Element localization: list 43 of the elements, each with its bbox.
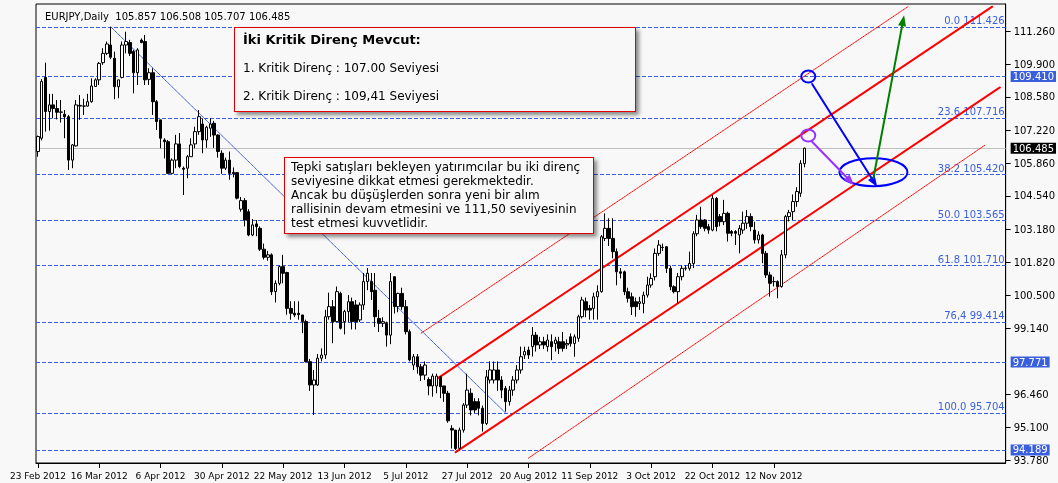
x-tick-label: 16 Mar 2012	[70, 470, 128, 481]
ref-line-label: 50.0 103.565	[937, 208, 1005, 220]
ref-line-label: 23.6 107.716	[937, 106, 1005, 118]
x-tick-label: 6 Apr 2012	[135, 470, 186, 481]
y-tick-label: 99.140	[1013, 322, 1049, 334]
y-tick-label: 93.780	[1013, 454, 1049, 466]
x-tick-label: 23 Feb 2012	[9, 470, 66, 481]
ref-line-label: 109.410	[1012, 70, 1055, 82]
text-box: İki Kritik Direnç Mevcut: 1. Kritik Direnç : 107.00 Seviyesi 2. Kritik Direnç : 109,41 Seviyesi	[234, 27, 636, 112]
x-tick-label: 12 Nov 2012	[744, 470, 803, 481]
ref-line-label: 97.771	[1012, 356, 1048, 368]
y-tick-label: 101.820	[1013, 257, 1056, 269]
y-tick-label: 111.260	[1013, 25, 1056, 37]
x-tick-label: 11 Sep 2012	[561, 470, 619, 481]
x-tick-label: 3 Oct 2012	[626, 470, 677, 481]
x-tick-label: 20 Aug 2012	[499, 470, 558, 481]
annotation: Tepki satışları bekleyen yatırımcılar bu iki direnç seviyesine dikkat etmesi gerekmektedir.	[291, 160, 582, 188]
y-tick-label: 109.900	[1013, 58, 1056, 70]
ref-line-label: 94.189	[1012, 444, 1048, 456]
annotation: İki Kritik Direnç Mevcut:	[243, 32, 422, 47]
text: EURJPY,Daily 105.857 106.508 105.707 106.485	[45, 10, 291, 22]
y-tick-label: 96.460	[1013, 388, 1049, 400]
x-tick-label: 22 May 2012	[253, 470, 313, 481]
y-tick-label: 100.500	[1013, 289, 1056, 301]
x-tick-label: 30 Apr 2012	[194, 470, 250, 481]
y-tick-label: 104.540	[1013, 190, 1056, 202]
annotation: Ancak bu düşüşlerden sonra yeni bir alım rallisinin devam etmesini ve 111,50 seviyesinin test etmesi kuvvetlidir.	[291, 188, 578, 230]
x-tick-label: 22 Oct 2012	[684, 470, 741, 481]
ref-line-label: 61.8 101.710	[937, 253, 1005, 265]
y-tick-label: 107.220	[1013, 124, 1056, 136]
y-tick-label: 108.580	[1013, 91, 1056, 103]
y-tick-label: 95.100	[1013, 422, 1049, 434]
ref-line-label: 76,4 99.414	[944, 310, 1005, 322]
ref-line-label: 100.0 95.704	[937, 401, 1005, 413]
annotation: 2. Kritik Direnç : 109,41 Seviyesi	[243, 89, 440, 103]
ref-line-label: 106.485	[1012, 142, 1055, 154]
y-tick-label: 103.180	[1013, 223, 1056, 235]
x-tick-label: 13 Jun 2012	[317, 470, 372, 481]
x-tick-label: 5 Jul 2012	[383, 470, 429, 481]
x-tick-label: 27 Jul 2012	[441, 470, 493, 481]
text-box: Tepki satışları bekleyen yatırımcılar bu iki direnç seviyesine dikkat etmesi gerekmektedir. Ancak bu düşüşlerden sonra yeni bir alım rallisinin devam etmesini ve 111,50 seviyesinin test etmesi kuvvetlidir.	[284, 157, 594, 234]
annotation: 1. Kritik Direnç : 107.00 Seviyesi	[243, 61, 440, 75]
y-tick-label: 105.860	[1013, 158, 1056, 170]
